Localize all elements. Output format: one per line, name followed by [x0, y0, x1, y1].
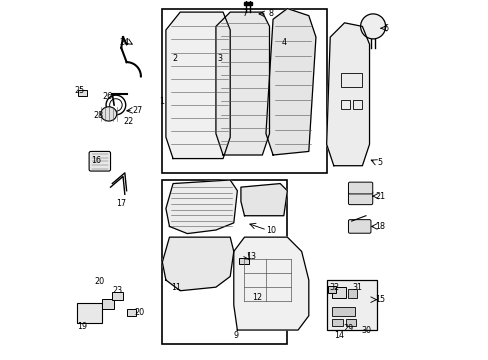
- Text: 20: 20: [95, 277, 104, 286]
- Text: 30: 30: [360, 325, 370, 334]
- Bar: [162, 9, 326, 173]
- Text: 16: 16: [91, 156, 101, 165]
- Text: 11: 11: [171, 283, 181, 292]
- Polygon shape: [265, 9, 315, 155]
- Polygon shape: [233, 237, 308, 330]
- Text: 10: 10: [266, 225, 276, 234]
- Text: 4: 4: [281, 38, 285, 47]
- Bar: [327, 286, 335, 293]
- Bar: [353, 100, 362, 109]
- Text: 12: 12: [251, 293, 262, 302]
- Bar: [162, 180, 287, 344]
- Text: 9: 9: [232, 331, 238, 340]
- Bar: [244, 2, 251, 5]
- Text: 7: 7: [242, 9, 246, 18]
- Text: 32: 32: [329, 283, 339, 292]
- Text: 6: 6: [382, 24, 387, 33]
- Text: 20: 20: [134, 308, 144, 317]
- Text: 22: 22: [123, 117, 133, 126]
- Text: 26: 26: [102, 91, 112, 100]
- Polygon shape: [165, 12, 230, 158]
- Text: 1: 1: [159, 97, 164, 106]
- Bar: [340, 100, 349, 109]
- Bar: [102, 298, 114, 309]
- Bar: [347, 289, 356, 298]
- Text: 14: 14: [333, 331, 344, 340]
- Bar: [78, 90, 87, 96]
- Text: 21: 21: [374, 192, 385, 201]
- Bar: [126, 309, 135, 316]
- Text: 3: 3: [217, 54, 222, 63]
- Text: 25: 25: [74, 86, 84, 95]
- Text: 15: 15: [374, 295, 385, 304]
- Text: 29: 29: [342, 324, 352, 333]
- FancyBboxPatch shape: [348, 191, 372, 204]
- Bar: [345, 319, 356, 327]
- Text: 8: 8: [268, 9, 273, 18]
- Ellipse shape: [101, 107, 117, 121]
- Text: 19: 19: [77, 322, 87, 331]
- Text: 5: 5: [377, 158, 382, 167]
- Bar: [326, 280, 376, 330]
- Text: 2: 2: [172, 54, 178, 63]
- Bar: [239, 257, 248, 264]
- Text: 17: 17: [116, 199, 126, 208]
- FancyBboxPatch shape: [348, 220, 370, 233]
- Polygon shape: [216, 12, 269, 155]
- Bar: [331, 307, 354, 316]
- Polygon shape: [326, 23, 369, 166]
- FancyBboxPatch shape: [348, 182, 372, 194]
- Text: 18: 18: [374, 222, 385, 231]
- Text: 27: 27: [132, 106, 142, 115]
- Text: 28: 28: [93, 111, 103, 120]
- Polygon shape: [165, 180, 237, 234]
- Text: 13: 13: [246, 252, 256, 261]
- Polygon shape: [241, 184, 287, 216]
- Bar: [112, 292, 123, 300]
- FancyBboxPatch shape: [89, 152, 110, 171]
- Bar: [340, 73, 362, 87]
- Text: 31: 31: [351, 283, 361, 292]
- Ellipse shape: [360, 14, 385, 39]
- Bar: [331, 319, 342, 327]
- Bar: [331, 287, 346, 298]
- Text: 24: 24: [120, 38, 130, 47]
- Text: 23: 23: [112, 286, 122, 295]
- Bar: [77, 303, 102, 323]
- Polygon shape: [162, 237, 233, 291]
